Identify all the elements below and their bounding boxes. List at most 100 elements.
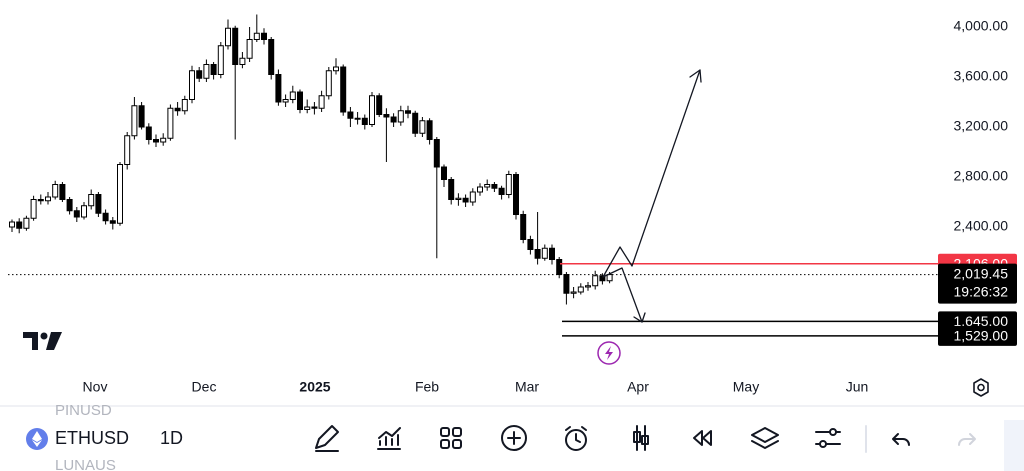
candle-body — [455, 197, 462, 200]
x-tick-label: 2025 — [299, 379, 330, 395]
candle-body — [203, 64, 210, 79]
candle-body — [145, 126, 152, 140]
candle-body — [534, 249, 541, 259]
y-tick-label: 2,800.00 — [954, 168, 1009, 184]
x-tick-label: Dec — [192, 379, 217, 395]
y-tick-label: 2,400.00 — [954, 218, 1009, 234]
candle-body — [16, 221, 23, 229]
candle-body — [505, 174, 512, 195]
candle-body — [333, 66, 339, 72]
candle-body — [239, 57, 246, 65]
candle-body — [311, 106, 318, 109]
candle-body — [462, 197, 469, 203]
candle-body — [325, 70, 332, 97]
candle-body — [73, 210, 80, 218]
candle-body — [549, 247, 555, 260]
candle-body — [304, 106, 311, 110]
symbol-faded: PINUSD — [55, 402, 112, 419]
candle-body — [369, 95, 375, 125]
candle-body — [23, 217, 30, 229]
candle-body — [246, 39, 253, 59]
candle-body — [131, 105, 138, 137]
candle-body — [167, 107, 174, 139]
candle-body — [102, 212, 109, 222]
candle-body — [563, 274, 570, 294]
redo-icon[interactable] — [958, 433, 976, 446]
last-price-bg — [938, 263, 1017, 304]
candle-body — [354, 117, 361, 120]
candle-body — [268, 39, 275, 75]
candle-body — [318, 95, 325, 109]
draw-icon[interactable] — [315, 425, 339, 452]
candle-body — [37, 199, 44, 202]
layout-icon[interactable] — [440, 427, 462, 449]
candle-body — [189, 70, 195, 100]
symbol-faded: LUNAUS — [55, 457, 116, 471]
alert-icon[interactable] — [565, 426, 587, 451]
candle-body — [577, 286, 584, 293]
symbol[interactable]: ETHUSD — [55, 428, 129, 448]
add-icon[interactable] — [501, 425, 527, 451]
candle-body — [541, 247, 548, 259]
candle-body — [426, 120, 433, 140]
price-label: 1,529.00 — [954, 328, 1009, 344]
candle-body — [217, 45, 224, 75]
candle-body — [570, 291, 577, 294]
x-tick-label: Nov — [83, 379, 108, 395]
candle-body — [210, 64, 217, 75]
candle-body — [376, 95, 383, 115]
candle-body — [419, 120, 426, 134]
candle-body — [275, 74, 282, 103]
undo-icon[interactable] — [892, 433, 910, 446]
indicator-icon[interactable] — [377, 427, 401, 450]
candle-body — [174, 107, 181, 112]
candle-body — [66, 199, 73, 212]
y-tick-label: 3,600.00 — [954, 68, 1009, 84]
candle-body — [484, 184, 491, 188]
price-label: 1,645.00 — [954, 313, 1009, 329]
candle-body — [469, 191, 476, 203]
candle-body — [289, 91, 296, 100]
candle-body — [52, 184, 59, 198]
price-label-bg — [938, 325, 1017, 346]
candle-body — [433, 139, 440, 168]
candle-body — [138, 105, 145, 128]
drawn-arrows — [602, 69, 702, 323]
panel-edge — [1004, 420, 1024, 471]
candle-body — [383, 114, 390, 118]
candle-body — [261, 32, 267, 40]
candle-body — [9, 221, 15, 228]
candle-body — [361, 117, 368, 125]
plot: 2,400.00 2,800.00 3,200.00 3,600.00 4,000.00… — [8, 14, 1017, 395]
candle-body — [124, 135, 131, 165]
candle-body — [109, 220, 116, 224]
last-price-label: 2,019.45 — [954, 265, 1009, 281]
countdown-label: 19:26:32 — [954, 283, 1009, 299]
candle-body — [253, 32, 260, 40]
candle-body — [498, 187, 505, 195]
interval[interactable]: 1D — [160, 428, 183, 448]
y-tick-label: 3,200.00 — [954, 118, 1009, 134]
candle-body — [59, 184, 66, 200]
candle-body — [232, 27, 239, 65]
candle-body — [412, 112, 419, 134]
axis-settings[interactable] — [973, 378, 989, 397]
rewind-icon[interactable] — [693, 430, 712, 446]
candle-body — [160, 137, 167, 143]
replay-bar-icon[interactable] — [633, 425, 649, 451]
layers-icon[interactable] — [751, 427, 779, 449]
candle-body — [117, 164, 123, 224]
candle-body — [592, 275, 599, 287]
candle-body — [441, 166, 447, 180]
event-bolt — [605, 346, 613, 360]
candle-body — [45, 196, 51, 202]
tv-logo — [23, 332, 62, 350]
y-tick-label: 4,000.00 — [954, 18, 1009, 34]
candle-body — [527, 239, 534, 250]
candle-body — [599, 275, 606, 282]
x-tick-label: Apr — [627, 379, 649, 395]
candle-body — [491, 184, 498, 189]
candle-body — [390, 116, 397, 123]
candle-body — [606, 274, 613, 282]
